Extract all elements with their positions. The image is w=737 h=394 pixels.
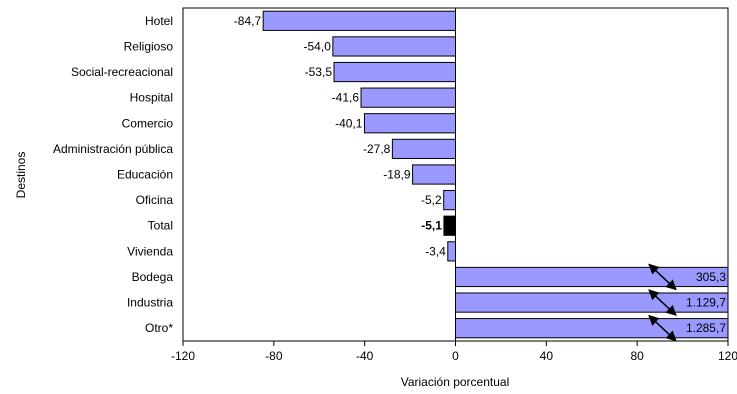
- bar-administracion-publica: [391, 138, 456, 159]
- y-axis-title: Destinos: [14, 152, 28, 199]
- value-label-religioso: -54,0: [304, 39, 332, 53]
- x-tick-label-0: -120: [171, 349, 195, 363]
- value-label-oficina: -5,2: [421, 193, 442, 207]
- category-label-administracion-publica: Administración pública: [53, 142, 173, 156]
- value-label-social-recreacional: -53,5: [305, 65, 333, 79]
- category-label-social-recreacional: Social-recreacional: [71, 65, 173, 79]
- bar-oficina: [443, 190, 457, 211]
- axis-break-arrow-industria: [648, 289, 677, 316]
- bar-hospital: [360, 87, 456, 108]
- category-label-hotel: Hotel: [145, 14, 173, 28]
- x-tick-label-4: 40: [540, 349, 554, 363]
- bar-vivienda: [447, 241, 457, 262]
- category-label-bodega: Bodega: [132, 270, 174, 284]
- category-label-otro: Otro*: [145, 321, 173, 335]
- category-label-total: Total: [148, 219, 173, 233]
- bar-social-recreacional: [333, 61, 456, 83]
- x-tick-label-1: -80: [265, 349, 283, 363]
- axis-break-arrow-bodega: [648, 263, 677, 291]
- bar-comercio: [363, 113, 456, 134]
- bar-hotel: [262, 10, 457, 31]
- category-label-comercio: Comercio: [122, 116, 174, 130]
- category-label-religioso: Religioso: [124, 39, 174, 53]
- value-label-industria: 1.129,7: [686, 296, 726, 310]
- x-tick-label-2: -40: [356, 349, 374, 363]
- x-axis-title: Variación porcentual: [401, 375, 510, 389]
- value-label-hotel: -84,7: [234, 14, 262, 28]
- value-label-otro: 1.285,7: [686, 321, 726, 335]
- category-label-oficina: Oficina: [136, 193, 174, 207]
- value-label-comercio: -40,1: [335, 116, 363, 130]
- value-label-bodega: 305,3: [696, 270, 726, 284]
- bar-bodega: [455, 266, 729, 288]
- value-label-vivienda: -3,4: [425, 244, 446, 258]
- category-label-hospital: Hospital: [130, 91, 173, 105]
- value-label-educacion: -18,9: [383, 168, 411, 182]
- value-label-administracion-publica: -27,8: [363, 142, 391, 156]
- category-label-educacion: Educación: [117, 168, 173, 182]
- axis-break-arrow-otro: [648, 314, 677, 342]
- x-tick-label-3: 0: [452, 349, 459, 363]
- value-label-hospital: -41,6: [332, 91, 360, 105]
- category-label-vivienda: Vivienda: [127, 244, 173, 258]
- value-label-total: -5,1: [421, 219, 442, 233]
- bar-total: [443, 215, 457, 236]
- bar-religioso: [332, 36, 456, 57]
- x-tick-label-6: 120: [718, 349, 737, 363]
- category-label-industria: Industria: [127, 296, 173, 310]
- x-tick-label-5: 80: [630, 349, 644, 363]
- bar-educacion: [412, 164, 456, 185]
